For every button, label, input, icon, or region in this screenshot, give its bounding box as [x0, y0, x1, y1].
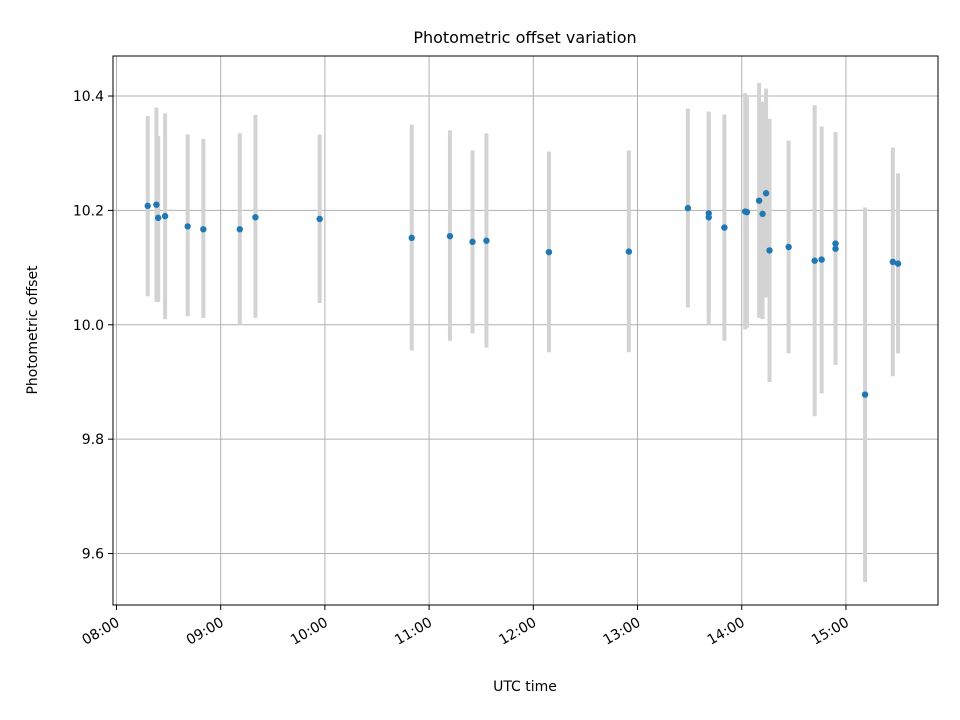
data-point: [184, 223, 191, 230]
data-point: [721, 224, 728, 231]
errorbar-layer: [145, 82, 901, 583]
data-point: [200, 226, 207, 233]
x-tick-label: 09:00: [184, 615, 227, 649]
data-point: [889, 258, 897, 266]
x-tick-label: 08:00: [80, 615, 123, 649]
data-point: [743, 208, 751, 216]
data-point: [755, 197, 763, 204]
x-tick-label: 10:00: [288, 615, 331, 649]
data-point: [545, 248, 553, 256]
y-tick-label: 9.8: [82, 432, 104, 448]
data-point: [625, 248, 633, 255]
data-point: [408, 234, 415, 242]
x-tick-label: 13:00: [601, 615, 644, 649]
data-point: [832, 245, 839, 252]
data-point: [705, 214, 712, 221]
data-point: [818, 256, 825, 263]
y-axis: 9.6 9.8 10.0 10.2 10.4: [73, 89, 113, 563]
x-tick-label: 15:00: [809, 615, 852, 649]
data-point: [316, 215, 323, 223]
data-point: [469, 238, 476, 246]
x-tick-label: 14:00: [705, 615, 748, 649]
data-point: [236, 226, 243, 233]
data-point: [483, 237, 490, 244]
data-point: [785, 243, 792, 251]
plot-frame: [112, 55, 939, 606]
data-point: [684, 204, 692, 212]
data-point: [759, 210, 766, 218]
data-point: [252, 214, 259, 221]
y-tick-label: 10.0: [73, 318, 104, 334]
point-layer: [144, 190, 902, 398]
data-point: [861, 391, 869, 398]
data-point: [144, 202, 151, 210]
data-point: [762, 190, 770, 197]
data-point: [766, 247, 773, 254]
data-point: [832, 240, 839, 247]
x-axis-label: UTC time: [493, 679, 557, 695]
data-point: [154, 214, 162, 222]
x-tick-label: 12:00: [496, 615, 539, 649]
data-point: [153, 201, 160, 208]
chart-title: Photometric offset variation: [413, 28, 636, 47]
x-axis: 08:00 09:00 10:00 11:00 12:00 13:00 14:00 15:00: [80, 605, 852, 649]
grid-layer: [113, 56, 938, 605]
data-point: [894, 260, 902, 267]
data-point: [161, 212, 169, 220]
data-point: [446, 232, 454, 240]
x-tick-label: 11:00: [392, 615, 435, 649]
data-point: [811, 257, 818, 264]
y-tick-label: 10.2: [73, 203, 104, 219]
y-tick-label: 10.4: [73, 89, 104, 105]
y-tick-label: 9.6: [82, 547, 104, 563]
y-axis-label: Photometric offset: [25, 265, 41, 395]
